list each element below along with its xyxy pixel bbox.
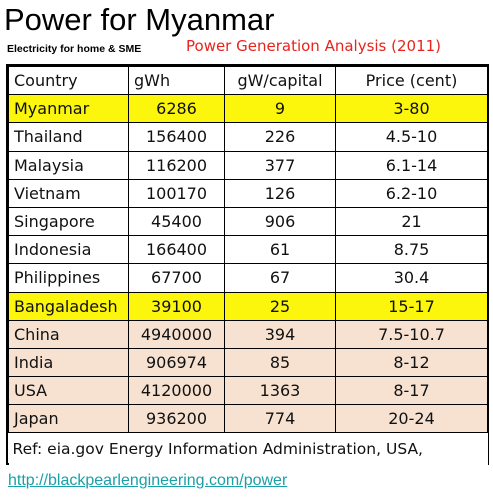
cell-gw-per-capita: 394 bbox=[224, 319, 336, 349]
table-row: Vietnam 100170 126 6.2-10 bbox=[8, 178, 488, 208]
table-row: India 906974 85 8-12 bbox=[8, 347, 488, 378]
cell-price: 6.1-14 bbox=[335, 150, 488, 180]
cell-gw-per-capita: 67 bbox=[224, 263, 336, 293]
cell-country: Indonesia bbox=[8, 235, 129, 265]
cell-price: 8.75 bbox=[335, 235, 488, 265]
cell-country: USA bbox=[8, 376, 129, 406]
cell-gwh: 6286 bbox=[128, 94, 225, 124]
cell-country: China bbox=[8, 319, 129, 349]
cell-gwh: 45400 bbox=[128, 206, 225, 237]
cell-gw-per-capita: 9 bbox=[224, 94, 336, 124]
cell-price: 7.5-10.7 bbox=[335, 319, 488, 349]
table-header-row: Country gWh gW/capital Price (cent) bbox=[8, 65, 488, 96]
cell-gwh: 4940000 bbox=[128, 319, 225, 349]
header-country: Country bbox=[8, 65, 129, 96]
header-gw-per-capita: gW/capital bbox=[224, 65, 336, 96]
cell-country: Singapore bbox=[8, 206, 129, 237]
table-row: Indonesia 166400 61 8.75 bbox=[8, 235, 488, 265]
cell-gw-per-capita: 906 bbox=[224, 206, 336, 237]
cell-price: 6.2-10 bbox=[335, 178, 488, 208]
cell-gwh: 166400 bbox=[128, 235, 225, 265]
header-gwh: gWh bbox=[128, 65, 225, 96]
cell-gw-per-capita: 126 bbox=[224, 178, 336, 208]
table-row: Malaysia 116200 377 6.1-14 bbox=[8, 150, 488, 180]
page-title: Power for Myanmar bbox=[4, 2, 275, 37]
cell-gw-per-capita: 25 bbox=[224, 291, 336, 321]
table-row: Thailand 156400 226 4.5-10 bbox=[8, 122, 488, 152]
table-row: Philippines 67700 67 30.4 bbox=[8, 263, 488, 293]
power-table-frame: Country gWh gW/capital Price (cent) Myan… bbox=[6, 64, 489, 465]
cell-gwh: 4120000 bbox=[128, 376, 225, 406]
cell-gwh: 67700 bbox=[128, 263, 225, 293]
cell-price: 20-24 bbox=[335, 404, 488, 434]
reference-row: Ref: eia.gov Energy Information Administ… bbox=[8, 432, 488, 465]
cell-price: 30.4 bbox=[335, 263, 488, 293]
cell-country: Vietnam bbox=[8, 178, 129, 208]
cell-gwh: 116200 bbox=[128, 150, 225, 180]
cell-country: Thailand bbox=[8, 122, 129, 152]
cell-price: 4.5-10 bbox=[335, 122, 488, 152]
cell-country: Myanmar bbox=[8, 94, 129, 124]
cell-country: Japan bbox=[8, 404, 129, 434]
cell-country: Philippines bbox=[8, 263, 129, 293]
cell-gwh: 936200 bbox=[128, 404, 225, 434]
analysis-title: Power Generation Analysis (2011) bbox=[186, 37, 442, 55]
cell-gw-per-capita: 1363 bbox=[224, 376, 336, 406]
cell-gwh: 906974 bbox=[128, 347, 225, 378]
page-subtitle: Electricity for home & SME bbox=[7, 43, 142, 55]
cell-price: 8-17 bbox=[335, 376, 488, 406]
reference-text: Ref: eia.gov Energy Information Administ… bbox=[8, 432, 488, 465]
cell-gwh: 100170 bbox=[128, 178, 225, 208]
power-generation-table: Country gWh gW/capital Price (cent) Myan… bbox=[8, 65, 488, 465]
cell-gw-per-capita: 377 bbox=[224, 150, 336, 180]
source-link[interactable]: http://blackpearlengineering.com/power bbox=[8, 472, 288, 489]
cell-price: 21 bbox=[335, 206, 488, 237]
table-row: Bangaladesh 39100 25 15-17 bbox=[8, 291, 488, 321]
header-price: Price (cent) bbox=[335, 65, 488, 96]
cell-gw-per-capita: 85 bbox=[224, 347, 336, 378]
table-row: China 4940000 394 7.5-10.7 bbox=[8, 319, 488, 349]
cell-country: India bbox=[8, 347, 129, 378]
table-row: Myanmar 6286 9 3-80 bbox=[8, 94, 488, 124]
cell-country: Malaysia bbox=[8, 150, 129, 180]
cell-gw-per-capita: 226 bbox=[224, 122, 336, 152]
cell-price: 3-80 bbox=[335, 94, 488, 124]
table-row: Japan 936200 774 20-24 bbox=[8, 404, 488, 434]
cell-gw-per-capita: 61 bbox=[224, 235, 336, 265]
cell-gwh: 39100 bbox=[128, 291, 225, 321]
cell-price: 8-12 bbox=[335, 347, 488, 378]
cell-country: Bangaladesh bbox=[8, 291, 129, 321]
cell-price: 15-17 bbox=[335, 291, 488, 321]
table-row: Singapore 45400 906 21 bbox=[8, 206, 488, 237]
cell-gw-per-capita: 774 bbox=[224, 404, 336, 434]
cell-gwh: 156400 bbox=[128, 122, 225, 152]
table-row: USA 4120000 1363 8-17 bbox=[8, 376, 488, 406]
